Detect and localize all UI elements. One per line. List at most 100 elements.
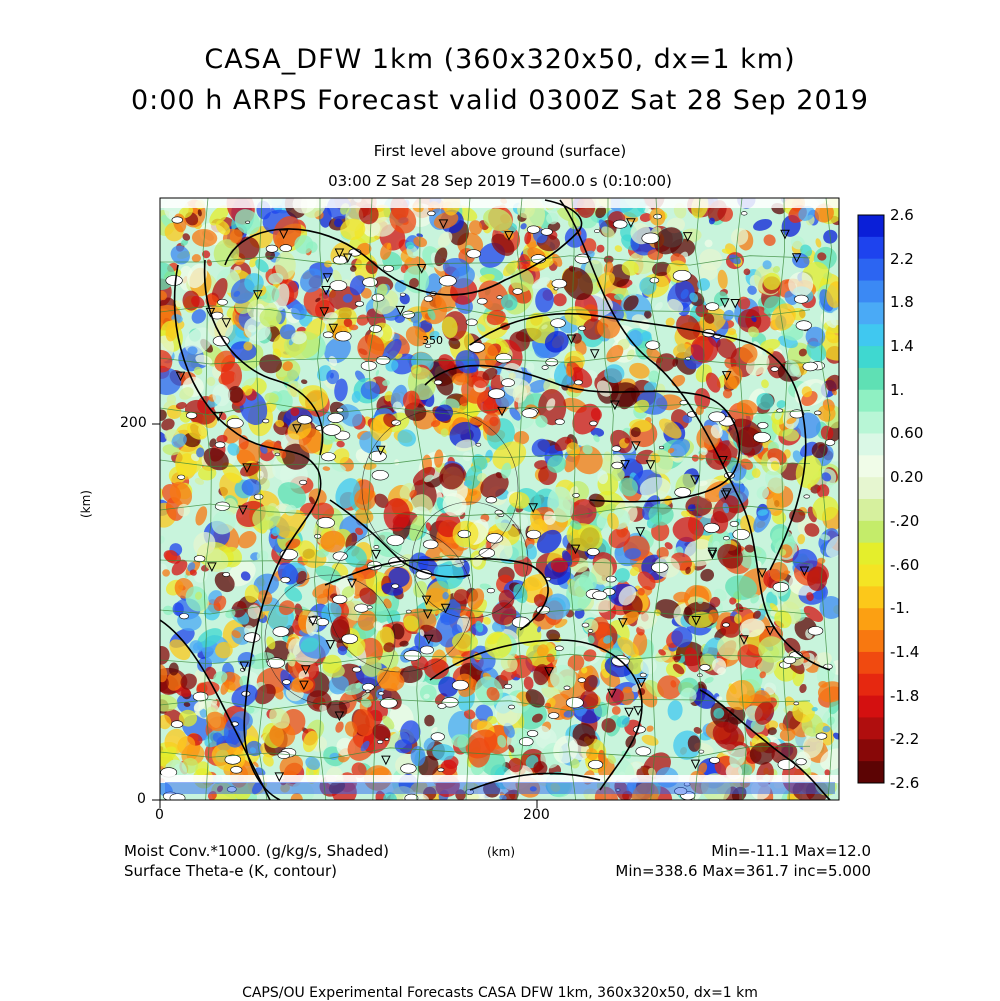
field-cell xyxy=(383,642,395,653)
saturated-patch xyxy=(551,278,567,289)
saturated-patch xyxy=(386,534,405,546)
saturated-patch xyxy=(485,496,497,504)
colorbar-segment xyxy=(858,608,884,631)
field-cell xyxy=(297,540,317,561)
saturated-patch xyxy=(795,758,807,766)
field-cell xyxy=(193,700,205,712)
field-cell xyxy=(287,652,296,667)
saturated-patch xyxy=(581,622,590,628)
field-cell xyxy=(700,568,715,582)
field-cell xyxy=(199,708,208,718)
field-cell xyxy=(730,227,749,246)
field-cell xyxy=(629,566,640,577)
field-cell xyxy=(160,535,165,544)
field-cell xyxy=(175,300,184,308)
saturated-patch xyxy=(382,264,394,272)
field-cell xyxy=(238,530,257,549)
y-tick-0: 0 xyxy=(137,791,146,807)
saturated-patch xyxy=(362,277,378,288)
saturated-patch xyxy=(297,415,313,425)
saturated-patch xyxy=(341,633,359,644)
colorbar-label: 0.60 xyxy=(890,424,924,443)
field-cell xyxy=(705,372,721,393)
field-cell xyxy=(479,583,492,590)
field-cell xyxy=(765,720,779,731)
saturated-patch xyxy=(563,685,571,690)
field-cell xyxy=(814,203,834,223)
colorbar-segment xyxy=(858,455,884,478)
saturated-patch xyxy=(316,517,335,529)
field-cell xyxy=(665,317,675,327)
field-cell xyxy=(697,597,703,604)
saturated-patch xyxy=(588,759,604,770)
field-cell xyxy=(429,330,440,340)
field-cell xyxy=(630,427,641,438)
saturated-patch xyxy=(641,232,660,244)
saturated-patch xyxy=(574,379,583,386)
field-cell xyxy=(639,213,652,222)
colorbar-segment xyxy=(858,215,884,238)
field-cell xyxy=(569,499,597,526)
y-tick-200: 200 xyxy=(120,415,147,431)
saturated-patch xyxy=(793,701,800,706)
field-cell xyxy=(214,572,235,593)
credit-line: CAPS/OU Experimental Forecasts CASA DFW … xyxy=(242,985,758,1001)
saturated-patch xyxy=(371,470,389,481)
saturated-patch xyxy=(475,442,482,447)
saturated-patch xyxy=(265,244,279,253)
saturated-patch xyxy=(521,408,538,419)
colorbar-segment xyxy=(858,389,884,413)
saturated-patch xyxy=(639,672,647,678)
field-cell xyxy=(378,558,384,563)
field-cell xyxy=(795,412,821,439)
field-cell xyxy=(646,725,654,732)
field-cell xyxy=(797,534,806,545)
field-cell xyxy=(187,263,208,289)
saturated-patch xyxy=(503,683,513,690)
field-cell xyxy=(160,714,172,730)
saturated-patch xyxy=(378,691,385,696)
colorbar-segment xyxy=(858,346,884,369)
saturated-patch xyxy=(366,605,373,610)
field-cell xyxy=(801,386,813,398)
field-cell xyxy=(603,255,614,264)
saturated-patch xyxy=(554,418,565,425)
field-cell xyxy=(191,295,205,309)
colorbar-segment xyxy=(858,433,884,456)
field-cell xyxy=(227,443,240,456)
field-cell xyxy=(669,438,691,458)
field-cell xyxy=(596,244,605,253)
field-cell xyxy=(424,714,435,727)
field-cell xyxy=(215,641,233,659)
field-cell xyxy=(570,758,580,769)
field-cell xyxy=(265,250,275,260)
field-cell xyxy=(195,761,210,776)
colorbar-segment xyxy=(858,564,884,587)
colorbar xyxy=(858,215,884,784)
field-cell xyxy=(721,248,732,254)
field-cell xyxy=(583,674,598,692)
field-cell xyxy=(312,583,335,599)
saturated-patch xyxy=(373,545,380,549)
field-cell xyxy=(753,218,773,231)
saturated-patch xyxy=(659,445,665,450)
moist-convergence-field: 350 xyxy=(160,198,839,800)
field-cell xyxy=(532,713,543,723)
colorbar-label: -2.6 xyxy=(890,774,920,792)
saturated-patch xyxy=(437,767,445,772)
saturated-patch xyxy=(272,626,290,637)
field-cell xyxy=(595,206,607,219)
field-cell xyxy=(684,538,716,567)
colorbar-label: 1.4 xyxy=(890,337,914,356)
y-axis-label: (km) xyxy=(79,489,94,519)
colorbar-segment xyxy=(858,520,884,544)
field-cell xyxy=(478,273,495,283)
saturated-patch xyxy=(589,420,598,427)
field-cell xyxy=(472,454,488,470)
saturated-patch xyxy=(391,419,402,426)
field-cell xyxy=(727,328,737,336)
saturated-patch xyxy=(230,766,243,774)
field-cell xyxy=(171,559,188,576)
colorbar-segment xyxy=(858,695,884,718)
field-cell xyxy=(513,430,530,445)
